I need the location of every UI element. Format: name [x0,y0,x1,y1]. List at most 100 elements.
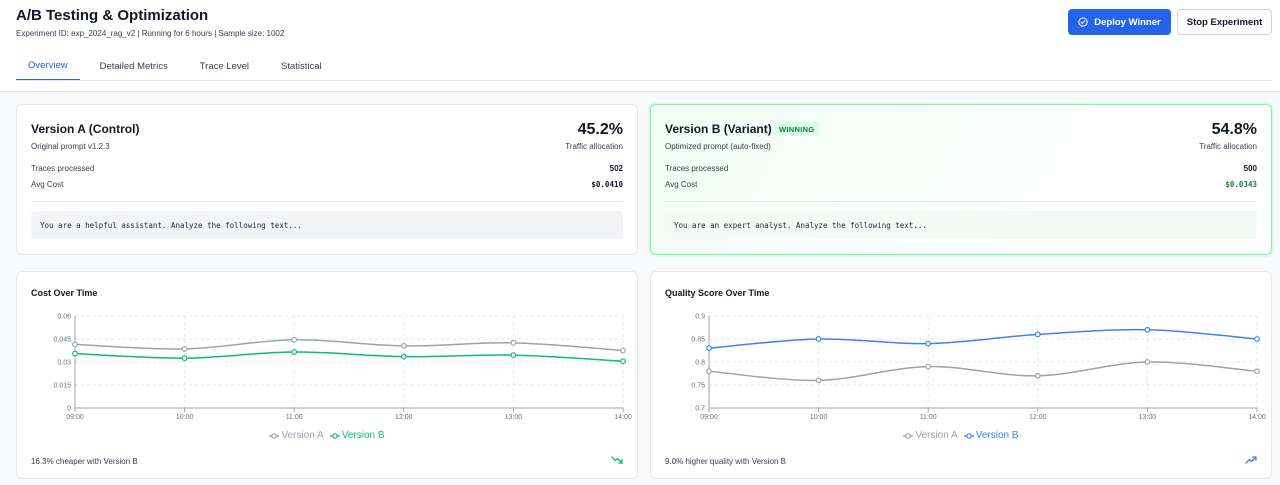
cost-data-point[interactable] [181,355,188,362]
tab-detailed-metrics[interactable]: Detailed Metrics [99,60,168,72]
quality-data-point[interactable] [1144,359,1151,365]
cost-legend-item[interactable]: Version B [329,430,385,441]
tab-statistical[interactable]: Statistical [280,60,322,72]
legend-line-icon [269,432,280,439]
stop-experiment-button[interactable]: Stop Experiment [1177,9,1272,35]
version-b-cost-label: Avg Cost [665,180,698,189]
cost-y-tick: 0.045 [53,337,71,344]
trending-down-icon [611,456,623,464]
cost-data-point[interactable] [400,353,407,360]
version-b-title: Version B (Variant) [665,122,772,136]
version-a-cost-value: $0.0410 [591,180,623,189]
quality-data-point[interactable] [815,336,822,342]
cost-data-point[interactable] [510,339,517,346]
quality-chart-footer: 9.0% higher quality with Version B [665,457,786,466]
quality-data-point[interactable] [1144,326,1151,333]
cost-x-tick: 11:00 [286,414,303,421]
cost-y-tick: 0.03 [57,360,71,367]
version-a-divider [31,201,623,202]
cost-data-point[interactable] [181,346,188,352]
quality-series-line-1 [708,361,1258,382]
quality-legend-item[interactable]: Version A [903,430,958,441]
cost-line-chart: 0 0.015 0.03 0.045 0.06 09:00 10:00 11:00 12:00 1… [53,314,632,422]
cost-legend-label: Version A [281,430,324,441]
cost-data-point[interactable] [291,349,298,355]
version-a-traces-value: 502 [609,164,623,173]
quality-y-tick: 0.8 [695,360,705,367]
version-b-traces-value: 500 [1243,164,1257,173]
quality-chart-legend: Version A Version B [651,430,1271,441]
quality-x-tick: 10:00 [810,414,828,421]
cost-data-point[interactable] [72,350,78,357]
cost-data-point[interactable] [620,358,626,365]
quality-data-point[interactable] [1254,336,1260,342]
quality-series-line-2 [708,328,1258,349]
quality-chart-card: Quality Score Over Time 0.7 0.75 0.8 0.85 0.… [650,271,1272,479]
page-title: A/B Testing & Optimization [16,7,209,24]
quality-data-point[interactable] [815,377,822,384]
quality-data-point[interactable] [1034,372,1041,379]
version-a-traffic-label: Traffic allocation [565,142,623,151]
version-a-title: Version A (Control) [31,122,140,136]
cost-x-tick: 13:00 [505,414,523,421]
version-a-prompt: You are a helpful assistant. Analyze the… [31,211,623,239]
version-b-subtitle: Optimized prompt (auto-fixed) [665,142,771,151]
cost-x-tick: 10:00 [176,414,194,421]
cost-legend-label: Version B [341,430,385,441]
version-a-cost-label: Avg Cost [31,180,64,189]
quality-legend-label: Version A [915,430,958,441]
version-b-traffic: 54.8% [1211,121,1257,138]
legend-line-icon [903,432,914,439]
version-b-traffic-label: Traffic allocation [1199,142,1257,151]
cost-chart-card: Cost Over Time 0 0.015 0.03 0.045 0.06 09:00 1… [16,271,638,479]
version-b-divider [665,201,1257,202]
version-b-prompt: You are an expert analyst. Analyze the f… [665,211,1257,239]
quality-x-tick: 11:00 [920,414,937,421]
cost-data-point[interactable] [72,341,78,348]
cost-y-tick: 0 [67,406,71,413]
cost-data-point[interactable] [620,347,626,354]
version-a-subtitle: Original prompt v1.2.3 [31,142,110,151]
cost-series-line-2 [74,351,624,362]
quality-data-point[interactable] [1254,368,1260,375]
tab-bar: Overview Detailed Metrics Trace Level St… [16,51,342,81]
tab-trace-level[interactable]: Trace Level [199,60,249,72]
cost-data-point[interactable] [400,343,407,349]
quality-x-tick: 13:00 [1139,414,1157,421]
cost-x-tick: 14:00 [614,414,632,421]
version-b-traces-label: Traces processed [665,164,729,173]
tab-overview[interactable]: Overview [16,51,80,81]
cost-chart-title: Cost Over Time [31,288,98,298]
quality-x-tick: 12:00 [1029,414,1047,421]
cost-data-point[interactable] [510,352,517,358]
quality-line-chart: 0.7 0.75 0.8 0.85 0.9 09:00 10:00 11:00 12:00 13:… [691,314,1266,422]
cost-y-tick: 0.06 [57,314,71,321]
cost-data-point[interactable] [291,336,298,343]
quality-x-tick: 09:00 [700,414,718,421]
deploy-winner-button[interactable]: Deploy Winner [1068,9,1171,35]
version-a-traces-label: Traces processed [31,164,95,173]
cost-legend-item[interactable]: Version A [269,430,324,441]
quality-data-point[interactable] [706,368,712,375]
quality-data-point[interactable] [706,345,712,352]
version-a-traffic: 45.2% [577,121,623,138]
trending-up-icon [1245,456,1257,464]
page-header: A/B Testing & Optimization Experiment ID… [0,0,1280,92]
quality-data-point[interactable] [925,363,932,370]
quality-y-tick: 0.85 [691,337,705,344]
cost-x-tick: 09:00 [66,414,84,421]
quality-legend-item[interactable]: Version B [963,430,1019,441]
quality-chart-title: Quality Score Over Time [665,288,770,298]
cost-series-line-1 [74,339,624,352]
tab-divider [16,80,1272,81]
cost-chart-legend: Version A Version B [17,430,637,441]
quality-data-point[interactable] [925,340,932,347]
quality-data-point[interactable] [1034,331,1041,338]
quality-legend-label: Version B [975,430,1019,441]
experiment-info: Experiment ID: exp_2024_rag_v2 | Running… [16,29,285,38]
quality-x-tick: 14:00 [1248,414,1266,421]
cost-x-tick: 12:00 [395,414,413,421]
version-b-cost-value: $0.0343 [1225,180,1257,189]
legend-line-icon [963,432,974,439]
cost-y-tick: 0.015 [53,383,71,390]
